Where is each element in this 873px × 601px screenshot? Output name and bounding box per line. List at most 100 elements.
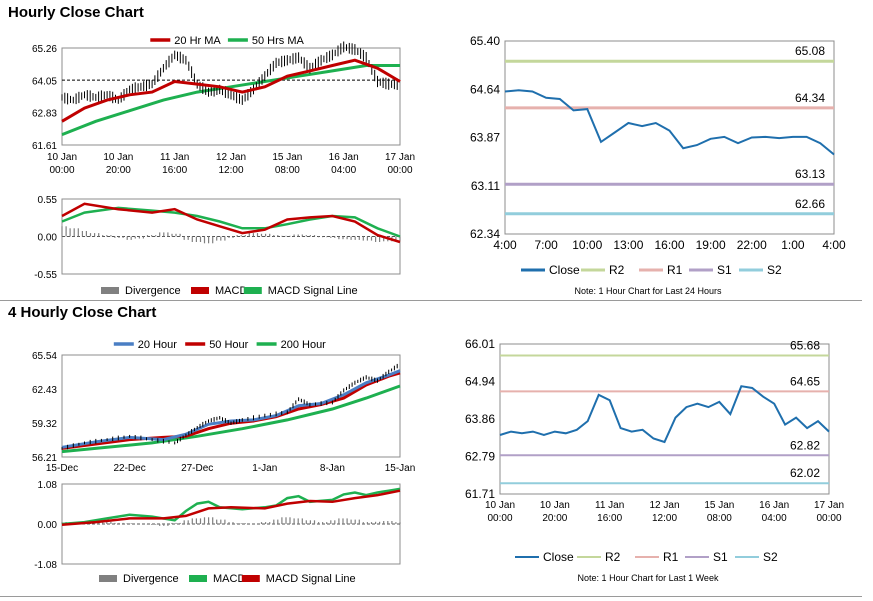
x-tick-label: 11 Jan — [160, 152, 189, 163]
series-line-20hr-ma — [61, 58, 401, 123]
x-tick-label: 1-Jan — [252, 463, 277, 474]
x-tick-label: 17 Jan — [814, 500, 844, 511]
legend-swatch — [191, 287, 209, 294]
y-tick-label: 62.43 — [32, 385, 57, 396]
series-line-20-hour — [61, 369, 401, 449]
series-line-macd-signal — [61, 489, 401, 526]
x-tick-label: 19:00 — [696, 238, 726, 252]
x-tick-label: 00:00 — [487, 513, 512, 524]
x-tick-label: 1:00 — [781, 238, 805, 252]
level-label-r1: 64.65 — [790, 374, 820, 388]
level-label-r2: 65.68 — [790, 339, 820, 353]
x-tick-label: 15-Jan — [385, 463, 416, 474]
pivot-plot-area-5 — [499, 343, 830, 495]
x-tick-label: 00:00 — [49, 165, 74, 176]
series-line-200-hour — [61, 384, 401, 454]
bottom-divider — [0, 596, 862, 597]
y-tick-label: 63.11 — [471, 179, 500, 193]
x-tick-label: 08:00 — [275, 165, 300, 176]
series-line-close — [504, 89, 835, 156]
legend-swatch — [243, 287, 262, 294]
x-tick-label: 22-Dec — [113, 463, 145, 474]
x-tick-label: 12:00 — [218, 165, 243, 176]
y-tick-label: -0.55 — [34, 270, 57, 281]
x-tick-label: 17 Jan — [385, 152, 415, 163]
legend-swatch — [99, 575, 117, 582]
x-tick-label: 08:00 — [707, 513, 732, 524]
chart-note: Note: 1 Hour Chart for Last 1 Week — [578, 573, 719, 583]
y-tick-label: 62.34 — [470, 227, 500, 241]
legend-label: R2 — [605, 550, 621, 564]
level-label-s1: 62.82 — [790, 438, 820, 452]
x-tick-label: 13:00 — [613, 238, 643, 252]
x-tick-label: 4:00 — [493, 238, 517, 252]
series-line-50hr-ma — [61, 64, 400, 136]
legend-swatch — [189, 575, 207, 582]
y-tick-label: 63.86 — [465, 412, 495, 426]
y-tick-label: 62.83 — [32, 109, 57, 120]
legend-label: S1 — [713, 550, 728, 564]
legend-label: 50 Hour — [209, 339, 248, 351]
y-tick-label: 56.21 — [32, 453, 57, 464]
legend-label: Divergence — [123, 573, 179, 585]
level-label-s1: 63.13 — [795, 167, 825, 181]
legend-label: 20 Hour — [138, 339, 177, 351]
x-tick-label: 10:00 — [572, 238, 602, 252]
series-line-close — [499, 385, 830, 444]
x-tick-label: 10 Jan — [485, 500, 515, 511]
legend-label: 50 Hrs MA — [252, 35, 305, 47]
section-title-4hourly: 4 Hourly Close Chart — [8, 304, 157, 321]
legend-label: MACD — [215, 285, 247, 297]
legend-label: R2 — [609, 263, 625, 277]
y-tick-label: 64.05 — [32, 76, 57, 87]
y-tick-label: -1.08 — [34, 560, 57, 571]
x-tick-label: 10 Jan — [47, 152, 77, 163]
legend-label: Close — [549, 263, 580, 277]
x-tick-label: 10 Jan — [103, 152, 133, 163]
y-tick-label: 59.32 — [32, 419, 57, 430]
x-tick-label: 04:00 — [331, 165, 356, 176]
section-divider — [0, 300, 862, 301]
y-tick-label: 64.94 — [465, 375, 495, 389]
x-tick-label: 4:00 — [822, 238, 846, 252]
x-tick-label: 22:00 — [737, 238, 767, 252]
x-tick-label: 27-Dec — [181, 463, 213, 474]
legend-label: MACD Signal Line — [268, 285, 358, 297]
legend-label: S2 — [763, 550, 778, 564]
y-tick-label: 65.54 — [32, 351, 57, 362]
y-tick-label: 65.40 — [470, 34, 500, 48]
y-tick-label: 66.01 — [465, 337, 495, 351]
x-tick-label: 00:00 — [387, 165, 412, 176]
x-tick-label: 04:00 — [762, 513, 787, 524]
level-label-s2: 62.02 — [790, 466, 820, 480]
x-tick-label: 16:00 — [162, 165, 187, 176]
legend-label: MACD Signal Line — [266, 573, 356, 585]
x-tick-label: 16 Jan — [329, 152, 359, 163]
legend-label: Close — [543, 550, 574, 564]
legend-label: S2 — [767, 263, 782, 277]
y-tick-label: 0.00 — [38, 520, 58, 531]
level-label-r2: 65.08 — [795, 44, 825, 58]
x-tick-label: 8-Jan — [320, 463, 345, 474]
series-line-macd — [61, 202, 401, 244]
chart-note: Note: 1 Hour Chart for Last 24 Hours — [574, 286, 722, 296]
x-tick-label: 16:00 — [654, 238, 684, 252]
legend-label: R1 — [663, 550, 679, 564]
legend-label: MACD — [213, 573, 245, 585]
y-tick-label: 61.71 — [465, 487, 495, 501]
legend-label: 200 Hour — [281, 339, 327, 351]
x-tick-label: 16 Jan — [759, 500, 789, 511]
y-tick-label: 0.55 — [38, 195, 58, 206]
level-label-s2: 62.66 — [795, 197, 825, 211]
x-tick-label: 15 Jan — [272, 152, 302, 163]
x-tick-label: 15 Jan — [704, 500, 734, 511]
x-tick-label: 20:00 — [542, 513, 567, 524]
x-tick-label: 00:00 — [816, 513, 841, 524]
y-tick-label: 61.61 — [32, 141, 57, 152]
y-tick-label: 1.08 — [38, 480, 58, 491]
x-tick-label: 16:00 — [597, 513, 622, 524]
y-tick-label: 65.26 — [32, 44, 57, 55]
x-tick-label: 15-Dec — [46, 463, 78, 474]
x-tick-label: 10 Jan — [540, 500, 570, 511]
